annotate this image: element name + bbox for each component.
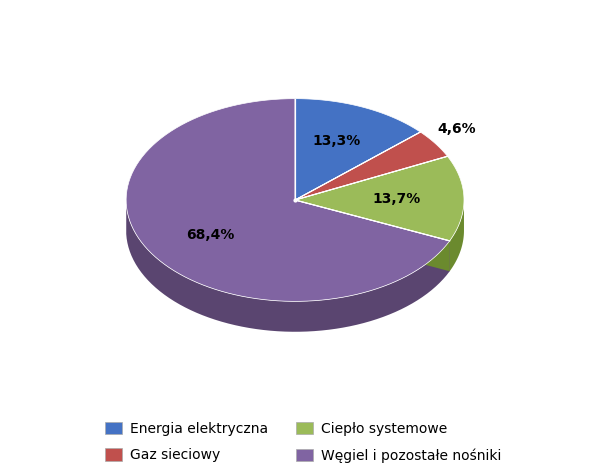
- Polygon shape: [295, 99, 421, 200]
- Text: 13,7%: 13,7%: [372, 192, 421, 206]
- Legend: Energia elektryczna, Gaz sieciowy, Ciepło systemowe, Węgiel i pozostałe nośniki: Energia elektryczna, Gaz sieciowy, Ciepł…: [100, 416, 507, 468]
- Polygon shape: [295, 132, 447, 200]
- Text: 13,3%: 13,3%: [312, 134, 361, 149]
- Polygon shape: [126, 203, 450, 332]
- Polygon shape: [295, 200, 450, 271]
- Text: 4,6%: 4,6%: [437, 123, 476, 136]
- Polygon shape: [295, 200, 450, 271]
- Polygon shape: [450, 201, 464, 271]
- Polygon shape: [295, 156, 464, 241]
- Text: 68,4%: 68,4%: [186, 228, 234, 242]
- Polygon shape: [126, 99, 450, 301]
